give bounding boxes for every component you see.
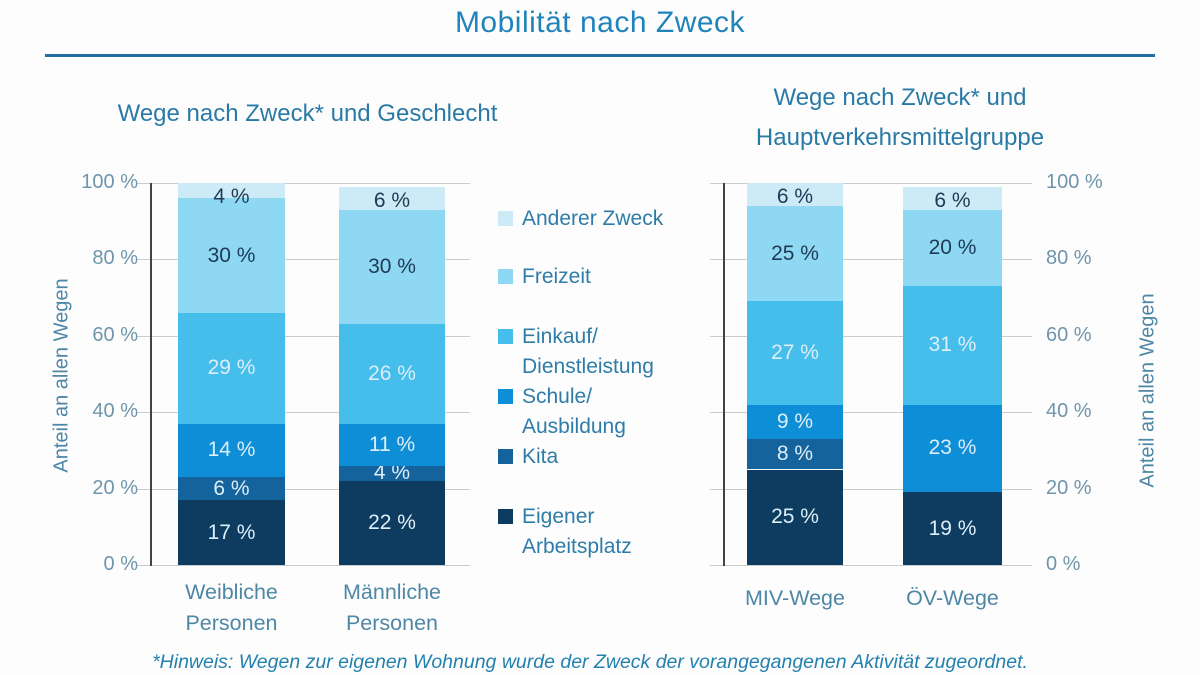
bar-segment-value: 29 % [207,356,256,380]
bar-segment [747,438,843,470]
category-label: Weibliche Personen [185,580,278,635]
bar-segment [747,183,843,206]
footnote: *Hinweis: Wegen zur eigenen Wohnung wurd… [152,651,1028,673]
bar-segment [747,301,843,405]
bar-segment-value: 8 % [776,442,814,466]
legend-color-swatch-icon [498,509,513,524]
gridline [137,259,470,261]
bar-segment-value: 31 % [928,333,977,357]
y-tick-label: 60 % [1046,323,1092,346]
bar-segment [747,205,843,302]
bar-segment [339,423,445,466]
mode-chart-title-line1: Wege nach Zweck* und [773,84,1027,111]
page-title: Mobilität nach Zweck [454,6,746,39]
y-axis-line [723,183,725,566]
y-tick-label: 40 % [1046,400,1092,423]
y-tick-label: 100 % [1046,171,1103,193]
legend-color-swatch-icon [498,211,513,226]
bar-segment-value: 4 % [213,185,250,208]
y-tick-label: 100 % [81,171,138,193]
bar-segment-value: 25 % [771,241,819,265]
bar-segment [903,209,1002,287]
bar-segment [339,209,445,325]
bar-segment [903,404,1002,493]
bar-segment [339,480,445,565]
gridline [710,488,1032,490]
y-tick-label: 20 % [92,476,138,499]
gridline [137,335,470,337]
y-tick-label: 0 % [1046,553,1081,575]
category-label: MIV-Wege [745,586,845,610]
bar-segment [903,286,1002,405]
bar-segment-value: 26 % [368,362,416,385]
bar-segment [903,186,1002,210]
gridline [710,335,1032,337]
bar-segment [178,198,285,313]
bar-segment [178,183,285,199]
bar-segment-value: 19 % [928,516,977,540]
y-tick-label: 80 % [92,247,138,270]
mode-chart-title: Wege nach Zweck* und Hauptverkehrsmittel… [700,78,1100,158]
bar-segment-value: 30 % [207,243,256,267]
bar-segment-value: 9 % [776,409,814,433]
bar-segment [747,404,843,439]
bar-segment-value: 6 % [934,188,971,212]
bar-segment [339,186,445,210]
bar-segment-value: 23 % [928,436,977,460]
bar-segment-value: 20 % [928,235,977,259]
bar-segment-value: 4 % [373,461,411,485]
bar-segment-value: 22 % [368,510,416,534]
bar-segment-value: 6 % [373,188,411,212]
y-tick-label: 20 % [1046,476,1092,499]
y-axis-line [150,183,152,566]
legend-color-swatch-icon [498,329,513,344]
bar-segment [747,469,843,565]
bar-segment-value: 11 % [368,432,416,456]
bar-segment [178,423,285,478]
gridline [710,259,1032,261]
bar-segment-value: 30 % [368,255,416,279]
bar-segment [178,477,285,501]
category-label: ÖV-Wege [906,586,999,610]
legend-color-swatch-icon [498,449,513,464]
legend-color-swatch-icon [498,389,513,404]
left-y-axis-label: Anteil an allen Wegen [50,278,73,473]
bar-segment-value: 17 % [207,520,256,544]
gridline [710,183,1032,184]
mode-chart-title-line2: Hauptverkehrsmittelgruppe [755,124,1045,151]
bar-segment-value: 6 % [213,476,250,500]
bar-segment-value: 14 % [207,438,256,462]
gender-chart-title: Wege nach Zweck* und Geschlecht [117,100,498,127]
legend-label: Kita [522,445,559,468]
bar-segment-value: 27 % [771,340,819,364]
right-y-axis-label: Anteil an allen Wegen [1136,293,1159,488]
gridline [137,412,470,414]
legend-label: Freizeit [522,265,591,288]
legend-label: Anderer Zweck [522,207,664,230]
category-label: Männliche Personen [343,580,441,635]
bar-segment [339,465,445,481]
gridline [710,565,1032,566]
gridline [137,183,470,184]
y-tick-label: 0 % [103,553,138,575]
bar-segment-value: 6 % [776,185,814,208]
bar-segment-value: 25 % [771,505,819,529]
title-divider [45,54,1155,57]
bar-segment [339,324,445,424]
legend-label: Einkauf/Dienstleistung [522,325,654,378]
bar-segment [178,312,285,424]
gridline [137,565,470,566]
legend-label: Eigener Arbeitsplatz [522,505,632,558]
bar-segment [178,500,285,565]
gridline [137,488,470,490]
legend-label: Schule/Ausbildung [522,385,626,438]
legend-color-swatch-icon [498,269,513,284]
y-tick-label: 80 % [1046,247,1092,270]
bar-segment [903,492,1002,565]
gridline [710,412,1032,414]
